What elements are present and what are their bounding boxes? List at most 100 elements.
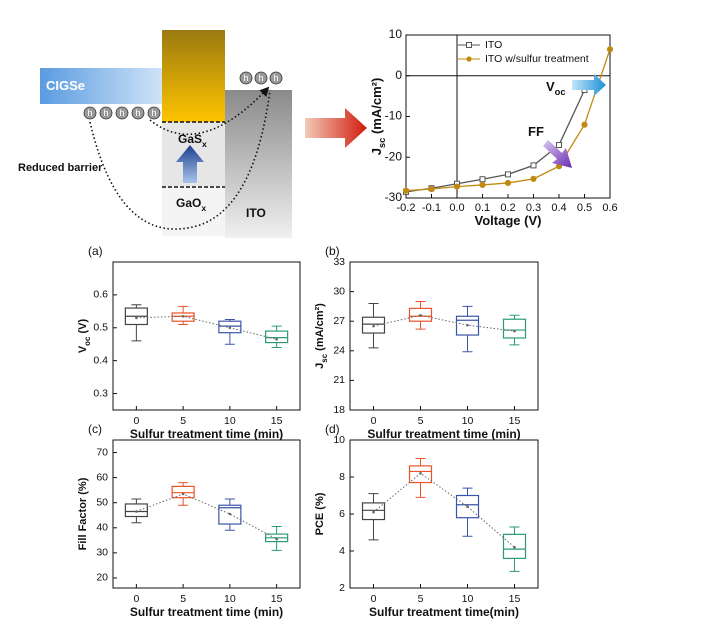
- whisker: [415, 458, 426, 466]
- label-part: GaO: [176, 196, 201, 210]
- legend-marker: [466, 42, 472, 48]
- y-axis-label-part: PCE (%): [314, 492, 326, 535]
- marker: [606, 46, 614, 53]
- y-axis-label: Voc (V): [77, 319, 92, 354]
- whisker: [462, 305, 473, 317]
- hole: [269, 71, 283, 85]
- hole-label: h: [87, 108, 92, 118]
- whisker: [509, 314, 520, 320]
- annotation-part: V: [546, 79, 555, 94]
- x-tick-label: 0.5: [577, 202, 592, 214]
- whisker: [509, 526, 520, 535]
- marker: [556, 142, 562, 149]
- x-tick-label: 0.4: [551, 202, 566, 214]
- whisker: [271, 342, 282, 349]
- marker: [581, 121, 588, 128]
- hole-label: h: [243, 73, 248, 83]
- label: Reduced barrier: [18, 162, 103, 174]
- band-diagram: [40, 30, 367, 238]
- mean-marker: [228, 326, 232, 330]
- marker: [505, 171, 511, 178]
- y-axis-label-part: oc: [83, 336, 92, 346]
- plot-frame: [349, 261, 539, 411]
- label: CIGSe: [46, 78, 85, 93]
- x-tick-label: 10: [462, 415, 474, 427]
- whisker: [509, 558, 520, 572]
- whisker: [462, 517, 473, 537]
- y-tick-label: 10: [389, 27, 403, 41]
- x-axis-label-part: Voltage (V): [475, 213, 542, 228]
- y-tick-label: 4: [339, 545, 345, 557]
- x-tick-label: 0.0: [449, 202, 464, 214]
- y-tick-label: 0.4: [93, 354, 108, 366]
- x-tick-label: 5: [180, 593, 186, 605]
- gasx-band: [162, 30, 225, 122]
- mean-marker: [419, 472, 422, 475]
- panel-label: (c): [88, 422, 102, 436]
- whisker: [415, 300, 426, 309]
- y-tick-label: 10: [333, 434, 345, 446]
- mean-marker: [228, 512, 232, 516]
- annotation-arrow: [543, 140, 572, 168]
- label: GaSx: [178, 132, 207, 149]
- y-tick-label: -10: [385, 109, 403, 123]
- panel-label: (d): [325, 422, 340, 436]
- y-axis-label-part: V: [77, 345, 89, 353]
- x-tick-label: 5: [418, 593, 424, 605]
- panel-label: (a): [88, 244, 103, 258]
- x-tick-label: 15: [271, 593, 283, 605]
- hole-label: h: [273, 73, 278, 83]
- y-axis-label: Jsc (mA/cm²): [314, 303, 329, 369]
- y-tick-label: 33: [333, 256, 345, 268]
- label: ITO: [246, 206, 266, 220]
- whisker: [271, 541, 282, 551]
- whisker: [509, 337, 520, 346]
- x-tick-label: 10: [462, 593, 474, 605]
- y-tick-label: 18: [333, 404, 345, 416]
- y-tick-label: 40: [96, 522, 108, 534]
- mean-line: [136, 493, 277, 540]
- label: GaOx: [176, 196, 206, 213]
- big-arrow: [305, 108, 367, 148]
- mean-line: [373, 314, 515, 332]
- whisker: [224, 332, 235, 345]
- legend-marker: [466, 56, 472, 62]
- whisker: [271, 325, 282, 332]
- mean-marker: [181, 492, 185, 496]
- x-tick-label: -0.1: [422, 202, 441, 214]
- x-tick-label: -0.2: [397, 202, 416, 214]
- x-axis-label-part: Sulfur treatment time (min): [367, 427, 520, 441]
- x-tick-label: 5: [180, 415, 186, 427]
- mean-line: [136, 315, 277, 340]
- annotation-part: FF: [528, 124, 544, 139]
- y-tick-label: 24: [333, 345, 345, 357]
- whisker: [415, 482, 426, 498]
- x-tick-label: 5: [418, 415, 424, 427]
- whisker: [368, 333, 379, 349]
- whisker: [368, 519, 379, 541]
- x-axis-label: Voltage (V): [475, 213, 542, 228]
- whisker: [271, 526, 282, 535]
- whisker: [178, 482, 189, 487]
- y-tick-label: 2: [339, 582, 345, 594]
- path-arrow: [89, 89, 271, 230]
- x-tick-label: 15: [509, 593, 521, 605]
- hole: [131, 106, 145, 120]
- mean-line: [373, 472, 515, 548]
- up-arrow: [176, 145, 204, 183]
- hole-label: h: [103, 108, 108, 118]
- hole: [239, 71, 253, 85]
- y-axis-label-part: J: [314, 363, 326, 369]
- mean-marker: [466, 323, 469, 327]
- mean-marker: [135, 316, 138, 320]
- x-axis-label: Sulfur treatment time (min): [367, 427, 520, 441]
- whisker: [131, 324, 142, 342]
- hole-label: h: [135, 108, 140, 118]
- series-line: [406, 49, 610, 192]
- whisker: [368, 493, 379, 503]
- legend-label: ITO w/sulfur treatment: [485, 53, 589, 65]
- x-tick-label: 0: [133, 593, 139, 605]
- marker: [402, 187, 410, 194]
- x-axis-label-part: Sulfur treatment time (min): [130, 605, 283, 619]
- hole: [115, 106, 129, 120]
